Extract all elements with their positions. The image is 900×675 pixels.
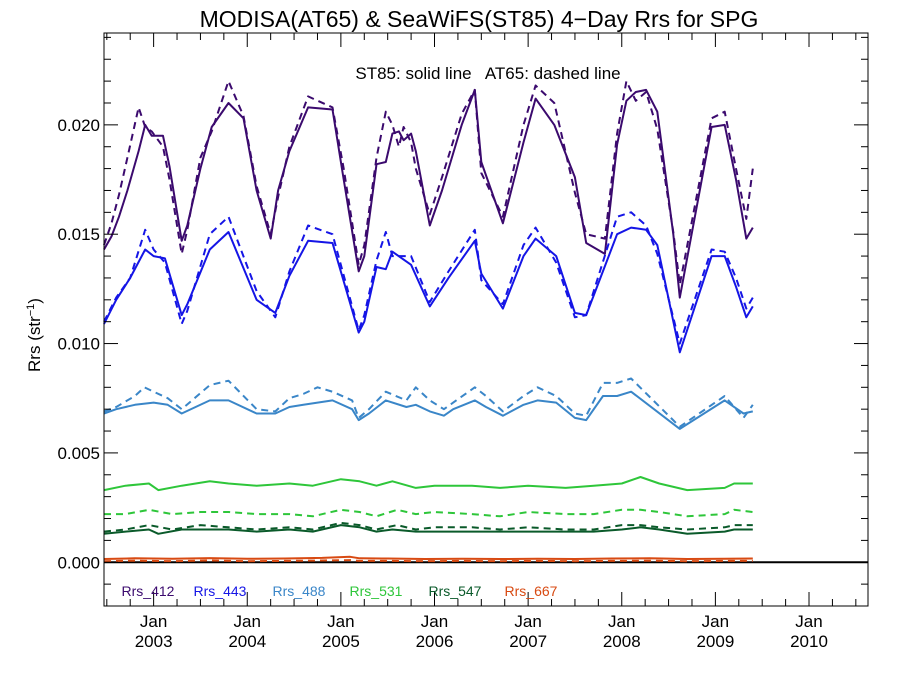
x-tick-month: Jan [234,612,261,631]
y-tick-label: 0.000 [57,553,100,572]
series-line-rrs-667-st85 [103,555,753,560]
y-axis-label-text: Rrs (str [25,316,44,372]
legend: Rrs_412 Rrs_443 Rrs_488 Rrs_531 Rrs_547 Rrs_6… [122,583,558,599]
series-layer [103,80,754,563]
y-axis-label: Rrs (str−1) [25,298,44,372]
y-tick-label: 0.020 [57,116,100,135]
x-tick-month: Jan [608,612,635,631]
legend-entry: Rrs_547 [429,583,482,599]
series-line-rrs-667-at65 [103,559,753,563]
series-line-rrs-488-at65 [103,377,754,428]
series-line-rrs-531-st85 [103,476,753,492]
x-tick-year: 2009 [696,632,734,651]
x-tick-month: Jan [140,612,167,631]
y-tick-label: 0.015 [57,225,100,244]
legend-entry: Rrs_488 [273,583,326,599]
line-style-note: ST85: solid line AT65: dashed line [355,64,620,83]
axes: 0.0000.0050.0100.0150.020Jan2003Jan2004J… [57,32,869,651]
y-tick-label: 0.010 [57,335,100,354]
series-line-rrs-443-at65 [103,211,754,345]
series-line-rrs-531-at65 [104,508,753,518]
x-tick-year: 2006 [416,632,454,651]
legend-entry: Rrs_667 [505,583,558,599]
series-line-rrs-488-st85 [103,390,754,430]
y-axis-label-close: ) [25,298,44,304]
series-line-rrs-547-st85 [103,524,753,535]
legend-entry: Rrs_412 [122,583,175,599]
x-tick-year: 2010 [790,632,828,651]
x-tick-year: 2005 [322,632,360,651]
x-tick-month: Jan [795,612,822,631]
legend-entry: Rrs_443 [194,583,247,599]
legend-entry: Rrs_531 [350,583,403,599]
plot-frame [103,32,869,607]
series-line-rrs-547-at65 [103,521,753,533]
y-tick-label: 0.005 [57,444,100,463]
series-line-rrs-412-at65 [103,80,754,286]
x-tick-month: Jan [327,612,354,631]
x-tick-year: 2004 [228,632,266,651]
x-tick-year: 2003 [135,632,173,651]
y-axis-label-sup: −1 [25,304,37,317]
svg-text:Rrs (str−1): Rrs (str−1) [25,298,44,372]
x-tick-month: Jan [702,612,729,631]
x-tick-year: 2008 [603,632,641,651]
x-tick-month: Jan [421,612,448,631]
x-tick-month: Jan [514,612,541,631]
chart-title: MODISA(AT65) & SeaWiFS(ST85) 4−Day Rrs f… [200,6,759,32]
series-line-rrs-412-st85 [103,88,754,299]
x-tick-year: 2007 [509,632,547,651]
series-line-rrs-443-st85 [103,226,754,354]
